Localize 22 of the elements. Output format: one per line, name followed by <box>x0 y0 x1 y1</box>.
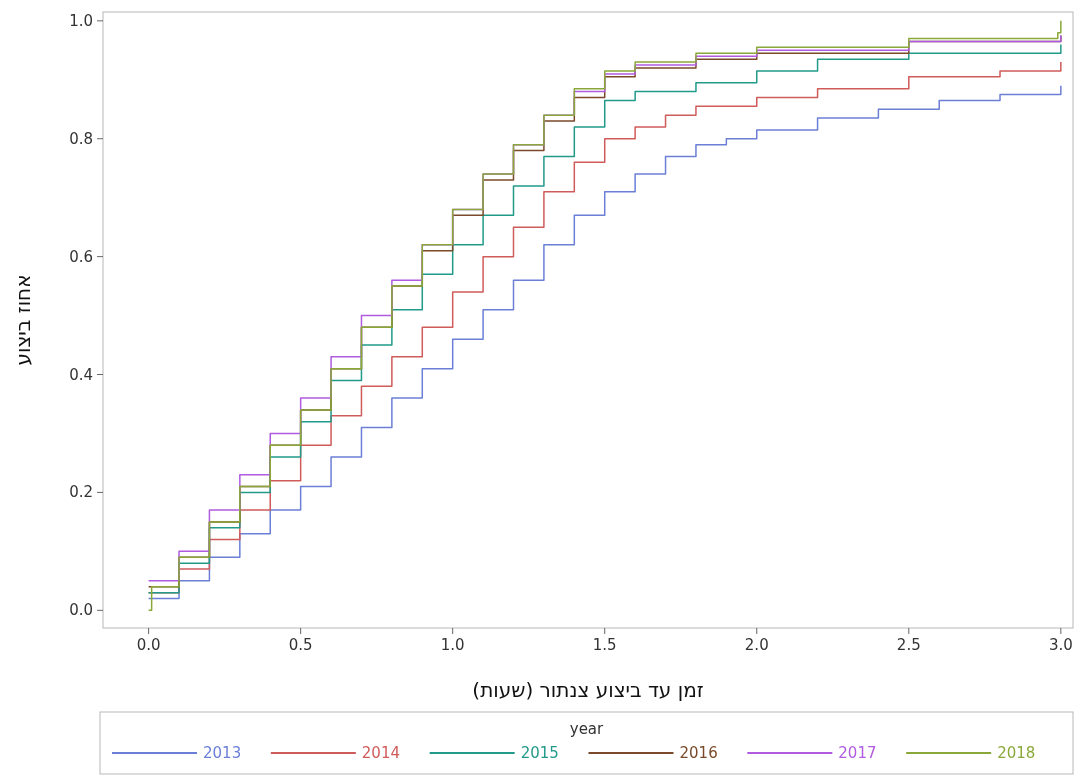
text: 2017 <box>838 744 877 762</box>
x-tick-label: 3.0 <box>1048 636 1073 654</box>
x-tick-label: 1.5 <box>592 636 617 654</box>
text: 2015 <box>520 744 559 762</box>
x-tick-label: 0.0 <box>136 636 161 654</box>
x-tick-label: 1.0 <box>440 636 465 654</box>
y-tick-label: 1.0 <box>69 11 93 30</box>
text: 2018 <box>997 744 1036 762</box>
text: 2013 <box>203 744 242 762</box>
text: 2016 <box>679 744 718 762</box>
y-tick-label: 0.4 <box>69 365 93 384</box>
y-tick-label: 0.0 <box>69 601 93 620</box>
legend-title: year <box>569 720 605 738</box>
x-tick-label: 2.5 <box>896 636 921 654</box>
y-tick-label: 0.6 <box>69 247 93 266</box>
x-axis-title: זמן עד ביצוע צנתור (שעות) <box>472 678 704 702</box>
y-tick-label: 0.2 <box>69 483 93 502</box>
y-tick-label: 0.8 <box>69 129 93 148</box>
x-tick-label: 2.0 <box>744 636 769 654</box>
text: 2014 <box>361 744 401 762</box>
y-axis-title: אחוז ביצוע <box>11 274 35 366</box>
x-tick-label: 0.5 <box>288 636 313 654</box>
